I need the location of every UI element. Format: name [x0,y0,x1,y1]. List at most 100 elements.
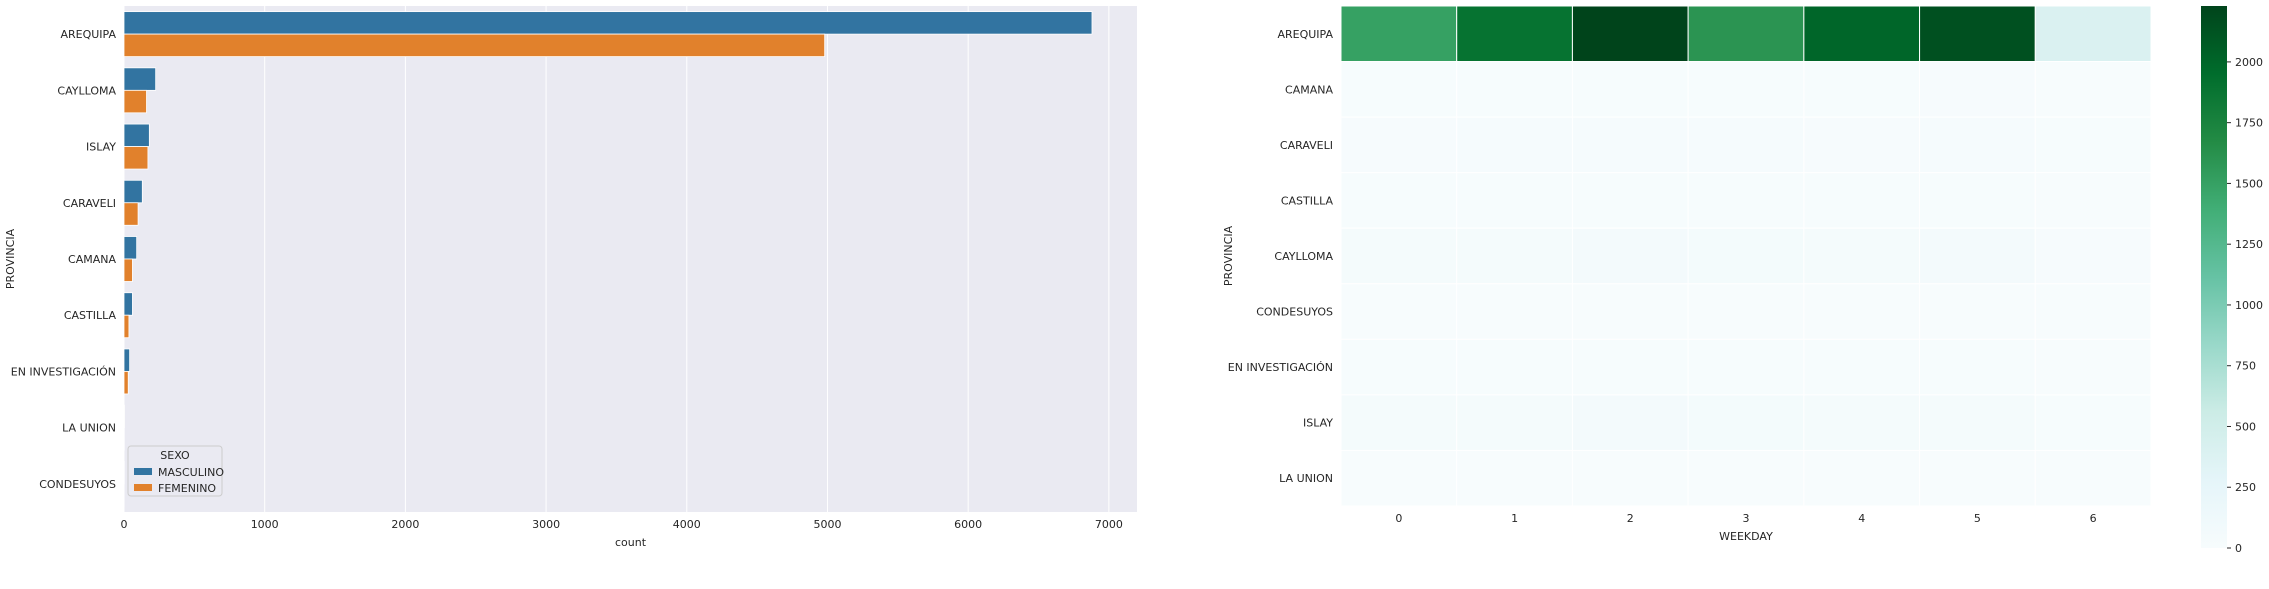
heatmap-cell [1456,116,1573,174]
heatmap-y-tick-label: EN INVESTIGACIÓN [1228,361,1333,374]
y-tick-label: CONDESUYOS [39,478,116,491]
bar-plot-area [124,6,1137,512]
heatmap-y-tick-label: CAYLLOMA [1274,250,1333,263]
bar-masculino [123,123,150,147]
heatmap-cell [1687,227,1805,285]
heatmap-cell [1919,283,2036,340]
heatmap-cell [1340,5,1458,63]
x-tick-label: 0 [121,518,128,531]
bar-masculino [123,11,1093,35]
heatmap-cell [1803,227,1921,285]
bar-femenino [123,89,147,114]
heatmap-cell [1919,61,2036,118]
heatmap-cell [1456,5,1573,63]
colorbar-bar [2201,6,2227,548]
heatmap-cell [1687,172,1805,229]
heatmap-cell [1571,5,1689,63]
heatmap-cell [2034,116,2152,174]
heatmap-cell [1803,283,1921,340]
heatmap-cell [1687,5,1805,63]
heatmap-cell [2034,227,2152,285]
bar-femenino [123,314,130,339]
heatmap-cell [1803,116,1921,174]
bar-masculino [123,67,157,91]
heatmap-cell [2034,61,2152,118]
heatmap-cell [1340,116,1458,174]
x-tick-label: 7000 [1095,518,1123,531]
x-axis-title: count [615,536,647,549]
bar-masculino [123,179,143,204]
colorbar-tick-label: 1000 [2235,299,2263,312]
legend-label: MASCULINO [158,466,224,479]
colorbar-tick-label: 750 [2235,360,2256,373]
heatmap-cell [1919,227,2036,285]
heatmap-cell [1571,227,1689,285]
heatmap-cell [1571,283,1689,340]
heatmap-cell [1456,394,1573,451]
bar-masculino [123,292,133,316]
bar-masculino [123,348,131,372]
heatmap-cell [2034,449,2152,507]
x-tick-label: 5000 [813,518,841,531]
heatmap-x-tick-label: 5 [1974,512,1981,525]
heatmap-x-tick-label: 1 [1511,512,1518,525]
heatmap-cell [1919,116,2036,174]
heatmap-cell [1803,172,1921,229]
heatmap-cell [1456,449,1573,507]
heatmap-cell [1803,449,1921,507]
heatmap-cell [1687,449,1805,507]
bar-femenino [123,202,139,226]
heatmap-cell [1803,394,1921,451]
x-tick-label: 4000 [673,518,701,531]
heatmap-cell [1803,5,1921,63]
heatmap-cell [1456,283,1573,340]
heatmap-cell [1919,394,2036,451]
heatmap-y-tick-label: CAMANA [1285,83,1333,96]
heatmap-x-tick-label: 2 [1627,512,1634,525]
x-tick-label: 3000 [532,518,560,531]
bar-masculino [123,236,138,260]
heatmap-y-tick-label: ISLAY [1303,417,1333,430]
heatmap-cell [1340,283,1458,340]
legend-title: SEXO [160,449,190,462]
heatmap-cell [1919,172,2036,229]
heatmap-cell [1571,116,1689,174]
heatmap-cell [2034,283,2152,340]
heatmap-cell [1919,449,2036,507]
heatmap-cell [1340,227,1458,285]
heatmap-cell [1340,394,1458,451]
bar-femenino [123,258,133,282]
colorbar-tick-label: 1750 [2235,117,2263,130]
heatmap-cell [1340,61,1458,118]
legend-label: FEMENINO [158,482,216,495]
y-tick-label: EN INVESTIGACIÓN [11,365,116,378]
heatmap-cell [1571,61,1689,118]
heatmap-cell [1456,61,1573,118]
heatmap-cell [1687,283,1805,340]
y-tick-label: CASTILLA [64,309,117,322]
y-tick-label: CAMANA [68,253,116,266]
legend-swatch [134,468,152,475]
colorbar-tick-label: 2000 [2235,56,2263,69]
heatmap-cell [1571,338,1689,396]
y-axis-title: PROVINCIA [4,228,17,289]
x-tick-label: 1000 [251,518,279,531]
heatmap-y-tick-label: CARAVELI [1280,139,1333,152]
y-tick-label: LA UNION [62,422,116,435]
heatmap-cell [1456,172,1573,229]
y-tick-label: CARAVELI [63,197,116,210]
heatmap-x-tick-label: 0 [1395,512,1402,525]
colorbar: 0 250 500 750 1000 1250 1500 1750 2000 [2201,6,2263,555]
x-tick-label: 6000 [954,518,982,531]
heatmap-cell [1456,227,1573,285]
heatmap-cell [2034,338,2152,396]
colorbar-tick-label: 500 [2235,420,2256,433]
heatmap-cell [1803,338,1921,396]
legend: SEXO MASCULINO FEMENINO [127,445,224,497]
heatmap-cell [1340,338,1458,396]
heatmap-y-axis-title: PROVINCIA [1222,225,1235,286]
heatmap-chart: AREQUIPA CAMANA CARAVELI CASTILLA CAYLLOMA CO… [1222,5,2263,555]
heatmap-y-tick-label: CASTILLA [1281,194,1334,207]
bar-femenino [123,371,129,395]
